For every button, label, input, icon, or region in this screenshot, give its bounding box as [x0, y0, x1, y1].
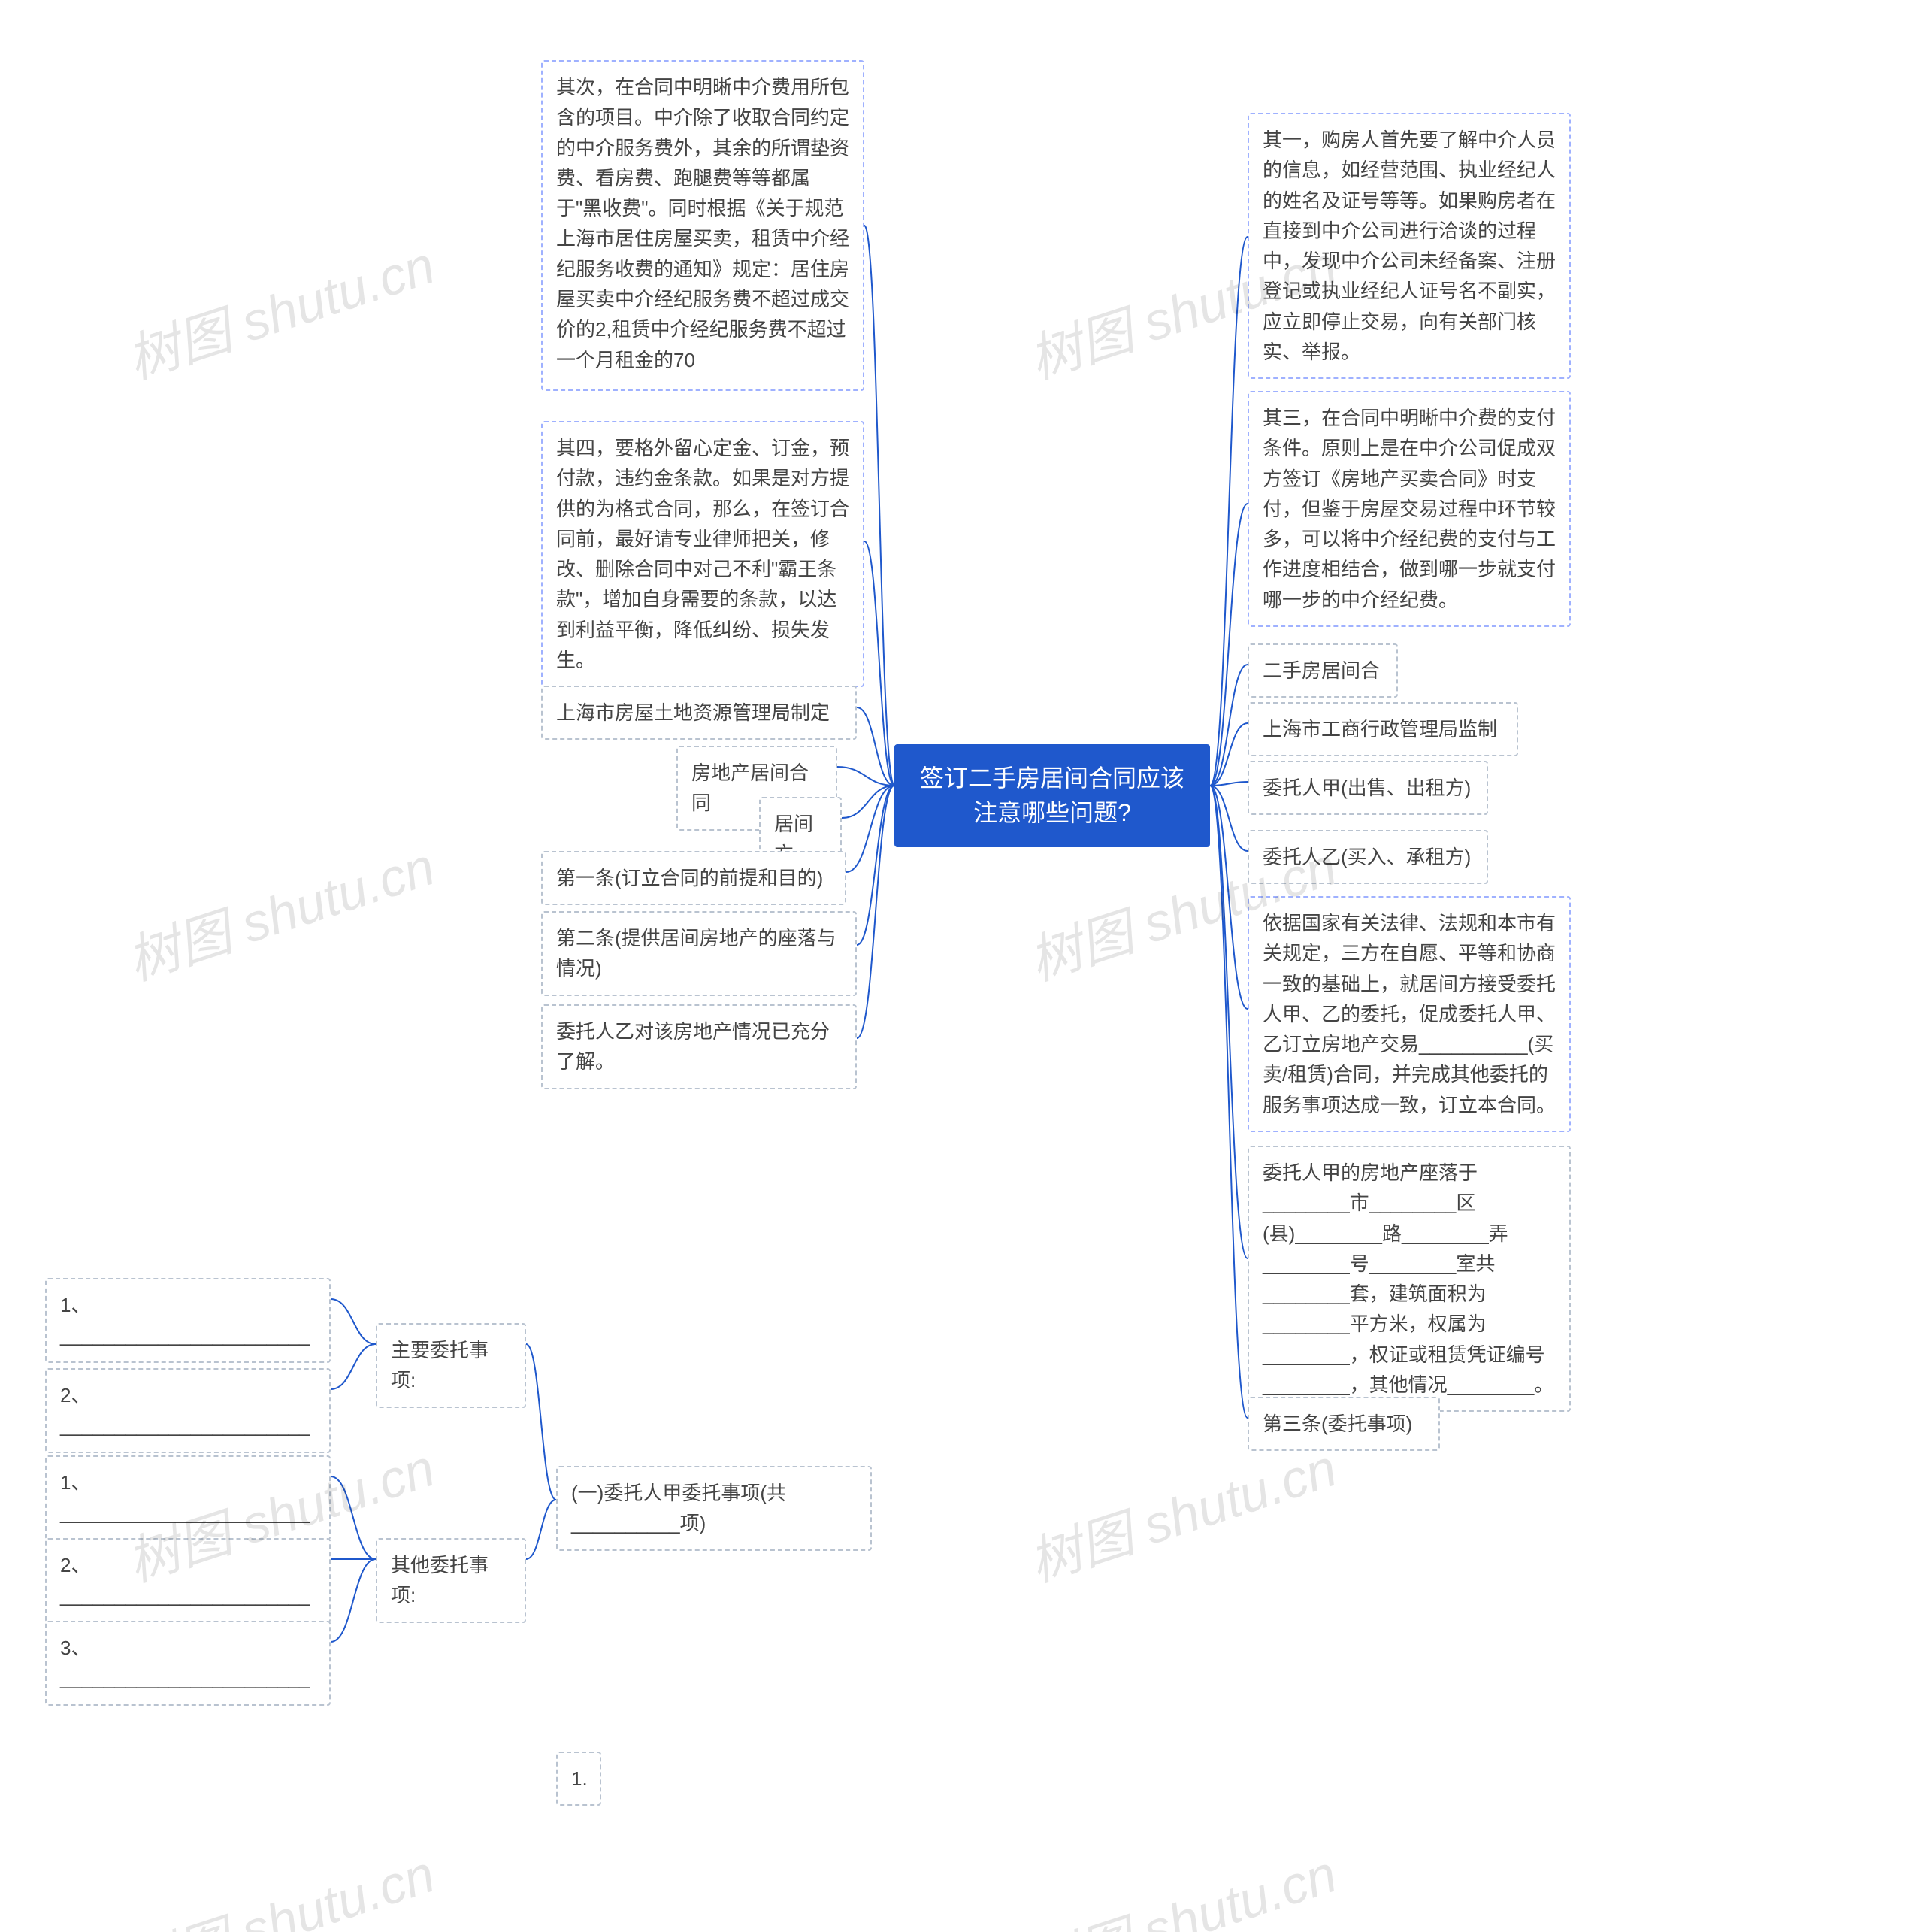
node-text: 二手房居间合 [1263, 659, 1380, 682]
watermark-text: 树图 shutu.cn [116, 825, 443, 995]
entrust-items-parent: (一)委托人甲委托事项(共__________项) [556, 1466, 872, 1551]
watermark-text: 树图 shutu.cn [116, 223, 443, 394]
other-entrust-item-2: 2、_______________________ [45, 1538, 331, 1623]
node-text: 第三条(委托事项) [1263, 1413, 1412, 1435]
node-text: 3、_______________________ [60, 1637, 310, 1689]
main-entrust-item-2: 2、_______________________ [45, 1368, 331, 1453]
node-text: 1. [571, 1767, 588, 1790]
node-text: 其四，要格外留心定金、订金，预付款，违约金条款。如果是对方提供的为格式合同，那么… [556, 437, 849, 671]
right-node-property-location: 委托人甲的房地产座落于________市________区(县)________… [1248, 1146, 1571, 1412]
mindmap-canvas: 签订二手房居间合同应该注意哪些问题? 其次，在合同中明晰中介费用所包含的项目。中… [0, 0, 1924, 1932]
left-node-shanghai-land-bureau: 上海市房屋土地资源管理局制定 [541, 686, 857, 740]
right-node-basis: 依据国家有关法律、法规和本市有关规定，三方在自愿、平等和协商一致的基础上，就居间… [1248, 896, 1571, 1132]
right-node-party-a: 委托人甲(出售、出租方) [1248, 761, 1488, 815]
right-node-article-3: 第三条(委托事项) [1248, 1397, 1440, 1451]
node-text: 第二条(提供居间房地产的座落与情况) [556, 927, 836, 980]
left-node-article-2: 第二条(提供居间房地产的座落与情况) [541, 911, 857, 996]
node-text: 主要委托事项: [391, 1339, 489, 1391]
node-text: 其他委托事项: [391, 1554, 489, 1606]
node-text: 其次，在合同中明晰中介费用所包含的项目。中介除了收取合同约定的中介服务费外，其余… [556, 76, 849, 371]
left-node-article-1: 第一条(订立合同的前提和目的) [541, 851, 846, 905]
node-text: 1、_______________________ [60, 1294, 310, 1346]
node-text: 委托人甲(出售、出租方) [1263, 777, 1471, 799]
node-text: 第一条(订立合同的前提和目的) [556, 867, 823, 889]
node-text: 2、_______________________ [60, 1384, 310, 1437]
node-text: 上海市工商行政管理局监制 [1263, 718, 1497, 740]
main-entrust-item-1: 1、_______________________ [45, 1278, 331, 1363]
other-entrust-item-3: 3、_______________________ [45, 1621, 331, 1706]
node-text: 其一，购房人首先要了解中介人员的信息，如经营范围、执业经纪人的姓名及证号等等。如… [1263, 129, 1556, 363]
center-topic: 签订二手房居间合同应该注意哪些问题? [894, 744, 1210, 847]
main-entrust-label: 主要委托事项: [376, 1323, 526, 1408]
left-node-fees-included: 其次，在合同中明晰中介费用所包含的项目。中介除了收取合同约定的中介服务费外，其余… [541, 60, 864, 391]
watermark-text: 树图 shutu.cn [1018, 1832, 1345, 1932]
center-topic-text: 签订二手房居间合同应该注意哪些问题? [920, 765, 1184, 826]
left-node-deposit-terms: 其四，要格外留心定金、订金，预付款，违约金条款。如果是对方提供的为格式合同，那么… [541, 421, 864, 687]
other-entrust-item-1: 1、_______________________ [45, 1455, 331, 1540]
node-text: 1、_______________________ [60, 1471, 310, 1524]
right-node-secondhand-contract: 二手房居间合 [1248, 643, 1398, 698]
right-node-fee-payment: 其三，在合同中明晰中介费的支付条件。原则上是在中介公司促成双方签订《房地产买卖合… [1248, 391, 1571, 627]
watermark-text: 树图 shutu.cn [116, 1832, 443, 1932]
right-node-agent-info: 其一，购房人首先要了解中介人员的信息，如经营范围、执业经纪人的姓名及证号等等。如… [1248, 113, 1571, 379]
small-node-1: 1. [556, 1752, 601, 1806]
right-node-party-b: 委托人乙(买入、承租方) [1248, 830, 1488, 884]
node-text: 依据国家有关法律、法规和本市有关规定，三方在自愿、平等和协商一致的基础上，就居间… [1263, 912, 1556, 1116]
node-text: 其三，在合同中明晰中介费的支付条件。原则上是在中介公司促成双方签订《房地产买卖合… [1263, 407, 1556, 611]
node-text: 2、_______________________ [60, 1554, 310, 1606]
right-node-industry-commerce-bureau: 上海市工商行政管理局监制 [1248, 702, 1518, 756]
node-text: (一)委托人甲委托事项(共__________项) [571, 1482, 786, 1534]
node-text: 委托人甲的房地产座落于________市________区(县)________… [1263, 1161, 1553, 1396]
left-node-party-b-understand: 委托人乙对该房地产情况已充分了解。 [541, 1004, 857, 1089]
node-text: 上海市房屋土地资源管理局制定 [556, 701, 830, 724]
node-text: 委托人乙对该房地产情况已充分了解。 [556, 1020, 830, 1073]
watermark-text: 树图 shutu.cn [1018, 1426, 1345, 1597]
node-text: 委托人乙(买入、承租方) [1263, 846, 1471, 868]
other-entrust-label: 其他委托事项: [376, 1538, 526, 1623]
